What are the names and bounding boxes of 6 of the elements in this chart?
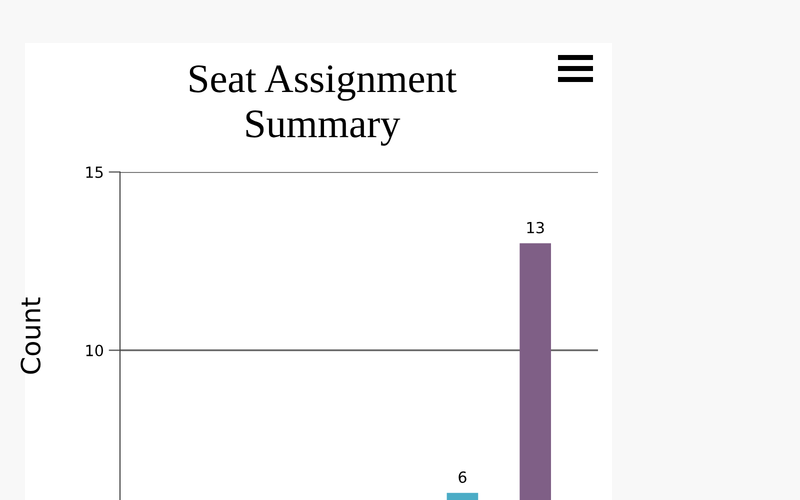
data-label: 6 — [458, 471, 466, 483]
y-axis-title: Count — [20, 297, 41, 374]
chart-title: Seat Assignment Summary — [190, 65, 457, 146]
y-tick-label: 10 — [86, 344, 104, 356]
y-tick-label: 15 — [86, 166, 103, 178]
data-label: 13 — [527, 222, 544, 234]
